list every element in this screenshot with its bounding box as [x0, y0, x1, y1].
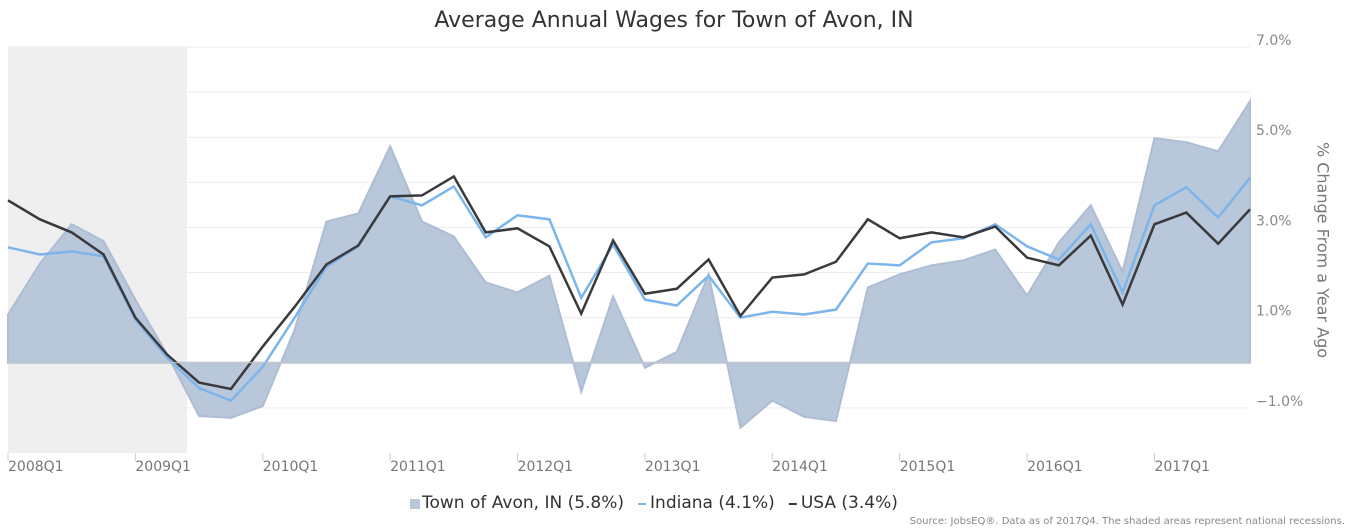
legend-swatch — [410, 499, 420, 509]
x-tick-label: 2012Q1 — [518, 459, 574, 475]
y-axis-label: % Change From a Year Ago — [1314, 142, 1333, 358]
line — [7, 177, 1251, 403]
x-tick-label: 2009Q1 — [135, 459, 191, 475]
y-tick-label: 5.0% — [1256, 123, 1292, 139]
y-tick-label: 3.0% — [1256, 213, 1292, 229]
line — [7, 174, 1251, 391]
y-tick-label: 7.0% — [1256, 33, 1292, 49]
area — [7, 97, 1251, 430]
x-tick-label: 2008Q1 — [8, 459, 64, 475]
legend: Town of Avon, IN (5.8%) Indiana (4.1%) USA… — [410, 493, 898, 513]
y-tick-label: 1.0% — [1256, 304, 1292, 320]
x-tick-label: 2015Q1 — [900, 459, 956, 475]
legend-label: Indiana (4.1%) — [650, 493, 775, 513]
x-tick-label: 2016Q1 — [1027, 459, 1083, 475]
x-tick-label: 2014Q1 — [772, 459, 828, 475]
source-note: Source: JobsEQ®. Data as of 2017Q4. The … — [910, 516, 1345, 527]
chart-title: Average Annual Wages for Town of Avon, I… — [434, 8, 913, 33]
x-tick-label: 2013Q1 — [645, 459, 701, 475]
x-tick-label: 2017Q1 — [1154, 459, 1210, 475]
y-tick-label: −1.0% — [1256, 394, 1303, 410]
x-tick-label: 2010Q1 — [263, 459, 319, 475]
legend-label: USA (3.4%) — [801, 493, 898, 513]
x-tick-label: 2011Q1 — [390, 459, 446, 475]
legend-label: Town of Avon, IN (5.8%) — [421, 493, 624, 513]
